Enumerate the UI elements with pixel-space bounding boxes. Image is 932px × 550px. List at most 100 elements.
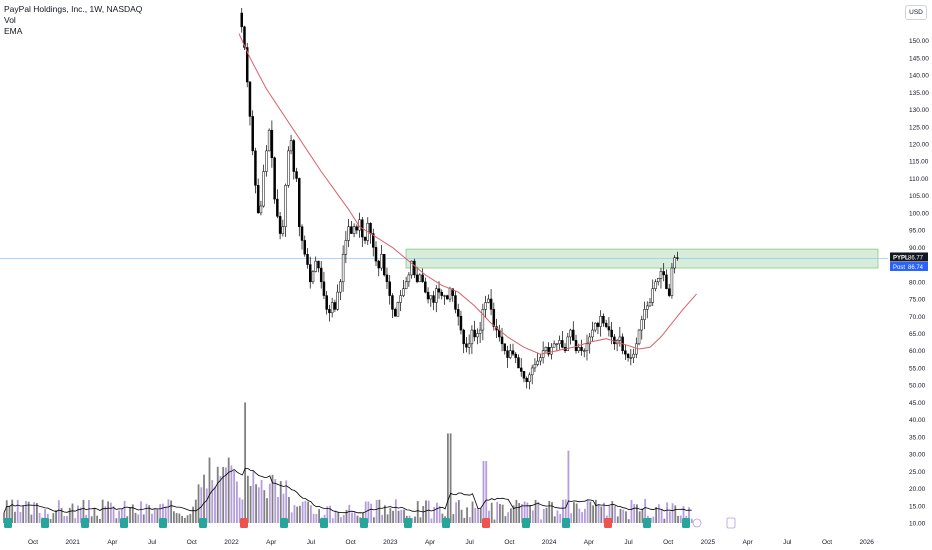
- candle-body: [385, 274, 389, 283]
- volume-bar: [30, 514, 33, 523]
- earnings-marker: [41, 518, 49, 528]
- plus-icon: [692, 518, 702, 528]
- candle: [528, 372, 531, 390]
- candle-body: [426, 291, 430, 300]
- candle-body: [429, 295, 433, 300]
- candle-body: [506, 350, 509, 358]
- volume-bar: [542, 508, 545, 523]
- candle-body: [372, 233, 375, 248]
- volume-bar: [466, 507, 468, 523]
- y-tick-label: 20.00: [909, 486, 926, 493]
- candle: [451, 288, 454, 302]
- volume-bar: [367, 501, 370, 523]
- x-tick-label: Oct: [187, 539, 197, 546]
- candle-body: [528, 374, 531, 382]
- candle-body: [574, 340, 578, 351]
- candle: [525, 376, 528, 389]
- x-tick-label: Jul: [307, 539, 316, 546]
- volume-bar: [107, 501, 110, 523]
- volume-bar: [129, 506, 131, 523]
- candle: [563, 343, 567, 354]
- candle-body: [544, 347, 548, 351]
- candle-body: [308, 264, 312, 283]
- candle-body: [577, 347, 581, 351]
- candle: [599, 310, 602, 337]
- candlestick-layer: [240, 7, 679, 390]
- x-tick-label: 2025: [701, 539, 716, 546]
- last-price-value: 86.77: [908, 255, 924, 261]
- candle-body: [530, 367, 534, 376]
- volume-bar: [156, 509, 159, 523]
- y-tick-label: 135.00: [909, 90, 929, 97]
- candle-body: [673, 257, 676, 269]
- earnings-marker: [280, 518, 288, 528]
- candle: [262, 164, 265, 208]
- candle-body: [591, 329, 594, 338]
- volume-bar: [304, 500, 307, 523]
- volume-bar: [397, 510, 400, 523]
- candle: [550, 343, 553, 360]
- currency-button[interactable]: USD: [905, 5, 927, 20]
- volume-bar: [170, 500, 173, 523]
- candle-body: [281, 226, 285, 234]
- volume-bar: [496, 501, 499, 523]
- candle: [569, 328, 572, 345]
- candle: [498, 324, 501, 342]
- candle-body: [289, 140, 293, 152]
- volume-bar: [274, 479, 277, 523]
- candle-body: [492, 309, 496, 327]
- volume-bar: [520, 503, 523, 523]
- earnings-marker: [360, 518, 368, 528]
- y-tick-label: 95.00: [909, 228, 926, 235]
- candle-body: [635, 343, 638, 355]
- volume-bar: [164, 506, 167, 523]
- candle-body: [402, 288, 405, 296]
- volume-bar: [331, 518, 334, 523]
- volume-bar: [545, 507, 548, 523]
- post-market-label: Post: [893, 265, 905, 271]
- candle: [648, 297, 652, 307]
- volume-bar: [329, 505, 331, 523]
- candle: [350, 220, 353, 234]
- upcoming-earnings-icon: [726, 517, 736, 529]
- volume-bar: [345, 509, 348, 523]
- candle: [325, 291, 328, 315]
- volume-bar: [63, 515, 66, 523]
- volume-bar: [22, 505, 25, 523]
- candle: [265, 145, 268, 177]
- volume-bar: [282, 493, 285, 523]
- candle: [593, 322, 597, 333]
- earnings-icon: [159, 518, 167, 528]
- volume-bar: [279, 481, 282, 523]
- candle-body: [667, 288, 671, 296]
- volume-bar: [592, 505, 594, 523]
- candle: [300, 224, 304, 250]
- volume-bar: [411, 517, 414, 523]
- volume-bar: [512, 505, 515, 523]
- candle-body: [626, 353, 630, 358]
- volume-bar: [663, 518, 666, 523]
- earnings-icon: [482, 518, 490, 528]
- x-tick-label: 2026: [859, 539, 874, 546]
- candle: [547, 342, 550, 357]
- volume-bar: [471, 501, 474, 523]
- candle-body: [445, 295, 449, 300]
- candle: [624, 344, 627, 361]
- y-tick-label: 55.00: [909, 365, 926, 372]
- volume-bar: [477, 508, 479, 523]
- volume-bar: [19, 512, 22, 523]
- candle: [328, 304, 331, 322]
- candle: [591, 321, 594, 342]
- last-price-symbol: PYPL: [893, 255, 909, 261]
- volume-bar: [35, 502, 38, 523]
- volume-bar: [383, 505, 386, 523]
- candle: [388, 274, 391, 305]
- candle: [352, 223, 356, 238]
- candle: [654, 279, 657, 292]
- volume-bar: [644, 498, 647, 523]
- earnings-icon: [280, 518, 288, 528]
- candle-body: [476, 333, 479, 338]
- volume-bar: [227, 457, 230, 523]
